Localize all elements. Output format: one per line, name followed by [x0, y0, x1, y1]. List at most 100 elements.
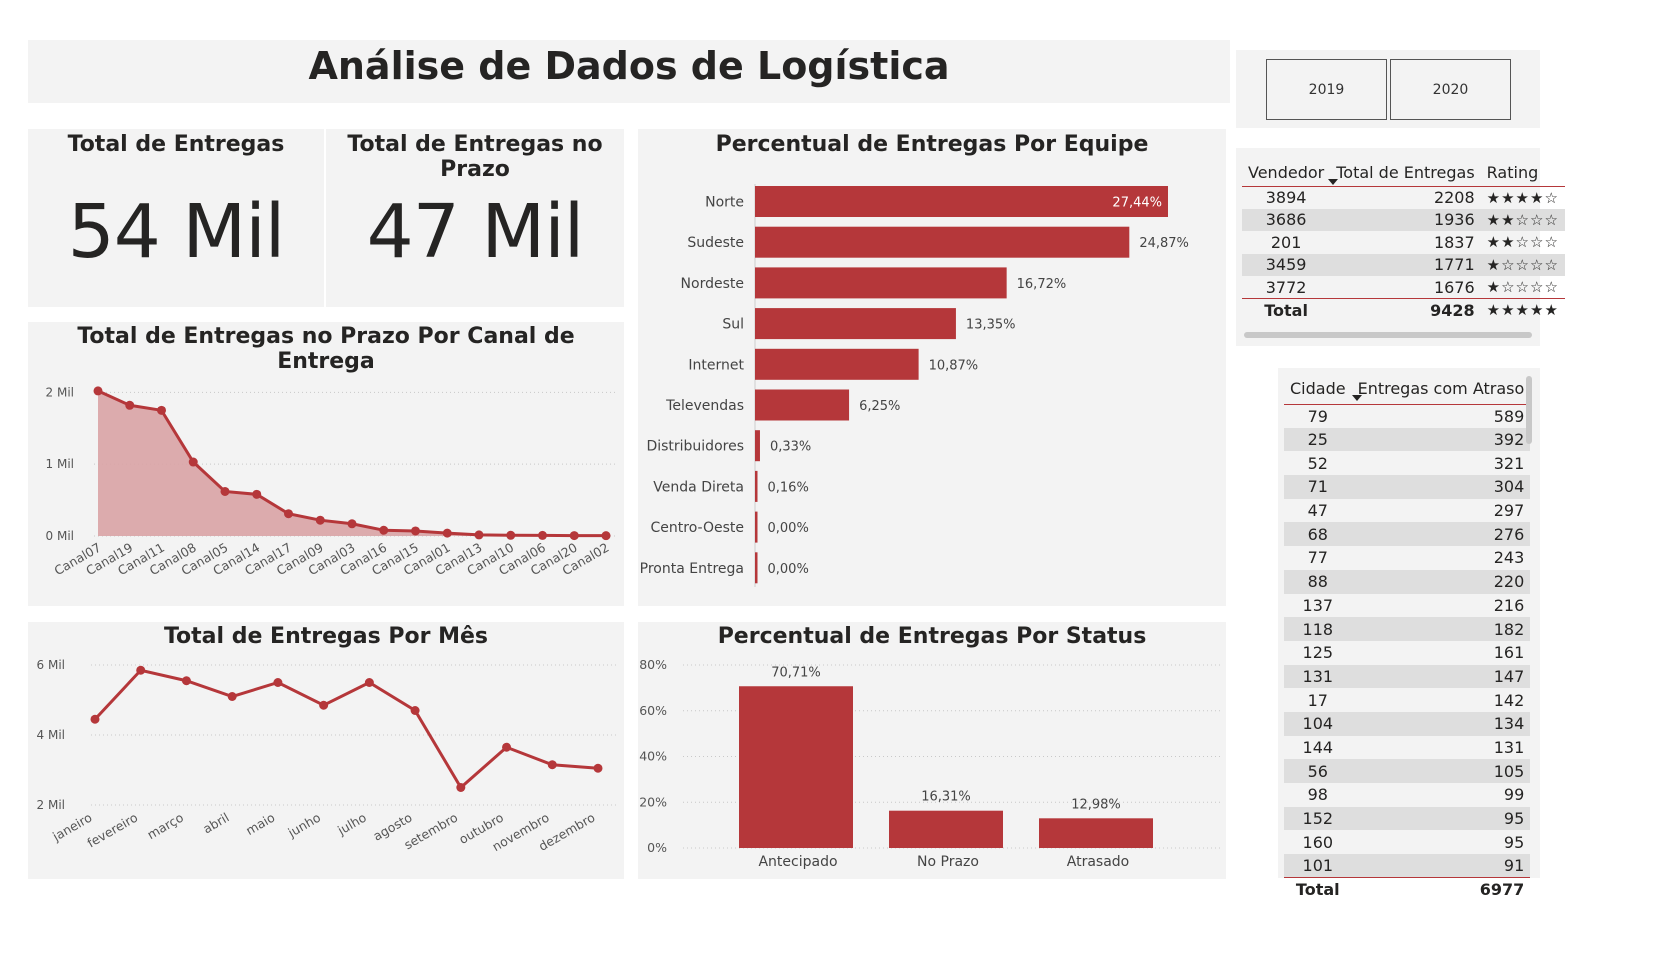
table-row[interactable]: 3894 2208 ★★★★☆ [1242, 186, 1565, 209]
cell-atraso: 134 [1351, 711, 1531, 736]
data-point[interactable] [364, 678, 374, 687]
bar[interactable] [755, 511, 758, 543]
col-entregas-atraso[interactable]: Entregas com Atraso [1357, 378, 1525, 398]
bar[interactable] [755, 267, 1007, 299]
data-point[interactable] [227, 692, 237, 701]
y-tick-label: 2 Mil [37, 798, 65, 812]
data-point[interactable] [442, 528, 452, 538]
data-point[interactable] [502, 742, 512, 752]
table-row[interactable]: 104 134 [1284, 711, 1531, 736]
table-row[interactable]: 52 321 [1284, 451, 1530, 475]
col-cidade[interactable]: Cidade [1290, 378, 1346, 398]
total-row: Total 6977 [1284, 877, 1531, 902]
col-total-entregas[interactable]: Total de Entregas [1336, 162, 1475, 182]
cell-cidade: 104 [1284, 711, 1352, 736]
data-point[interactable] [273, 678, 283, 687]
data-point[interactable] [506, 530, 516, 540]
category-label: Nordeste [681, 276, 744, 292]
data-point[interactable] [538, 530, 547, 540]
table-row[interactable]: 3459 1771 ★☆☆☆☆ [1242, 253, 1565, 276]
bar[interactable] [755, 552, 758, 584]
data-point[interactable] [569, 531, 579, 541]
col-rating[interactable]: Rating [1486, 162, 1539, 182]
data-point[interactable] [93, 386, 103, 396]
table-row[interactable]: 47 297 [1284, 499, 1530, 523]
table-row[interactable]: 118 182 [1284, 617, 1531, 641]
y-tick-label: 2 Mil [46, 385, 74, 399]
cell-cidade: 25 [1284, 427, 1352, 452]
bar[interactable] [755, 308, 956, 340]
data-label: 70,71% [771, 665, 821, 680]
data-point[interactable] [125, 400, 135, 410]
table-row[interactable]: 77 243 [1284, 546, 1530, 570]
table-row[interactable]: 125 161 [1284, 641, 1530, 665]
horizontal-scrollbar[interactable] [1244, 332, 1532, 338]
year-2020-button[interactable]: 2020 [1390, 59, 1511, 120]
data-point[interactable] [411, 526, 420, 536]
y-tick-label: 6 Mil [37, 658, 65, 672]
bar[interactable] [1039, 818, 1153, 848]
table-row[interactable]: 137 216 [1284, 594, 1530, 618]
table-row[interactable]: 201 1837 ★★☆☆☆ [1242, 231, 1565, 254]
cell-cidade: 125 [1302, 643, 1334, 663]
table-row[interactable]: 71 304 [1284, 475, 1531, 499]
year-2019-button[interactable]: 2019 [1266, 59, 1387, 120]
data-point[interactable] [593, 763, 603, 773]
table-row[interactable]: 3686 1936 ★★☆☆☆ [1242, 208, 1565, 231]
data-point[interactable] [90, 714, 100, 724]
data-point[interactable] [284, 509, 293, 519]
bar[interactable] [755, 226, 1130, 258]
cell-cidade: 137 [1302, 595, 1334, 615]
data-point[interactable] [188, 457, 198, 467]
rating-stars-icon: ★☆☆☆☆ [1486, 278, 1559, 296]
bar[interactable] [755, 186, 1168, 217]
bar[interactable] [755, 430, 760, 462]
table-row[interactable]: 88 220 [1284, 569, 1531, 594]
sort-desc-icon [1352, 395, 1362, 401]
cell-vendedor: 201 [1270, 232, 1302, 252]
y-tick-label: 1 Mil [46, 457, 74, 471]
cell-cidade: 17 [1307, 690, 1328, 710]
data-point[interactable] [410, 706, 420, 715]
cell-atraso: 321 [1493, 453, 1525, 473]
x-tick-label: julho [334, 810, 369, 839]
col-vendedor[interactable]: Vendedor [1248, 162, 1325, 182]
data-point[interactable] [181, 676, 191, 686]
total-value: 9428 [1330, 298, 1481, 321]
vertical-scrollbar[interactable] [1526, 376, 1532, 444]
table-row[interactable]: 152 95 [1284, 806, 1531, 831]
bar[interactable] [739, 686, 853, 848]
table-row[interactable]: 25 392 [1284, 427, 1531, 452]
table-row[interactable]: 56 105 [1284, 759, 1531, 783]
table-row[interactable]: 98 99 [1284, 783, 1530, 807]
data-point[interactable] [252, 489, 262, 499]
data-point[interactable] [347, 519, 357, 529]
table-row[interactable]: 79 589 [1284, 404, 1530, 428]
data-point[interactable] [315, 515, 325, 525]
data-point[interactable] [379, 525, 389, 535]
table-row[interactable]: 68 276 [1284, 522, 1531, 547]
data-point[interactable] [474, 530, 484, 540]
bar[interactable] [889, 810, 1003, 848]
table-row[interactable]: 131 147 [1284, 664, 1531, 689]
table-row[interactable]: 144 131 [1284, 736, 1530, 760]
data-point[interactable] [136, 665, 146, 675]
table-row[interactable]: 160 95 [1284, 830, 1530, 854]
data-point[interactable] [220, 486, 230, 496]
bar[interactable] [755, 470, 758, 502]
table-row[interactable]: 3772 1676 ★☆☆☆☆ [1242, 276, 1565, 299]
table-row[interactable]: 101 91 [1284, 854, 1531, 878]
x-tick-label: abril [200, 810, 231, 837]
table-row[interactable]: 17 142 [1284, 688, 1530, 712]
data-point[interactable] [319, 700, 329, 710]
y-tick-label: 40% [639, 749, 667, 764]
x-tick-label: maio [243, 810, 277, 838]
bar[interactable] [755, 389, 850, 421]
bar[interactable] [755, 348, 919, 380]
data-point[interactable] [157, 405, 166, 415]
data-point[interactable] [456, 783, 466, 792]
data-point[interactable] [601, 531, 611, 541]
total-row: Total 9428 ★★★★★ [1242, 298, 1565, 321]
vendedor-table: Vendedor Total de Entregas Rating 3894 22… [1242, 148, 1565, 321]
data-point[interactable] [547, 760, 557, 770]
